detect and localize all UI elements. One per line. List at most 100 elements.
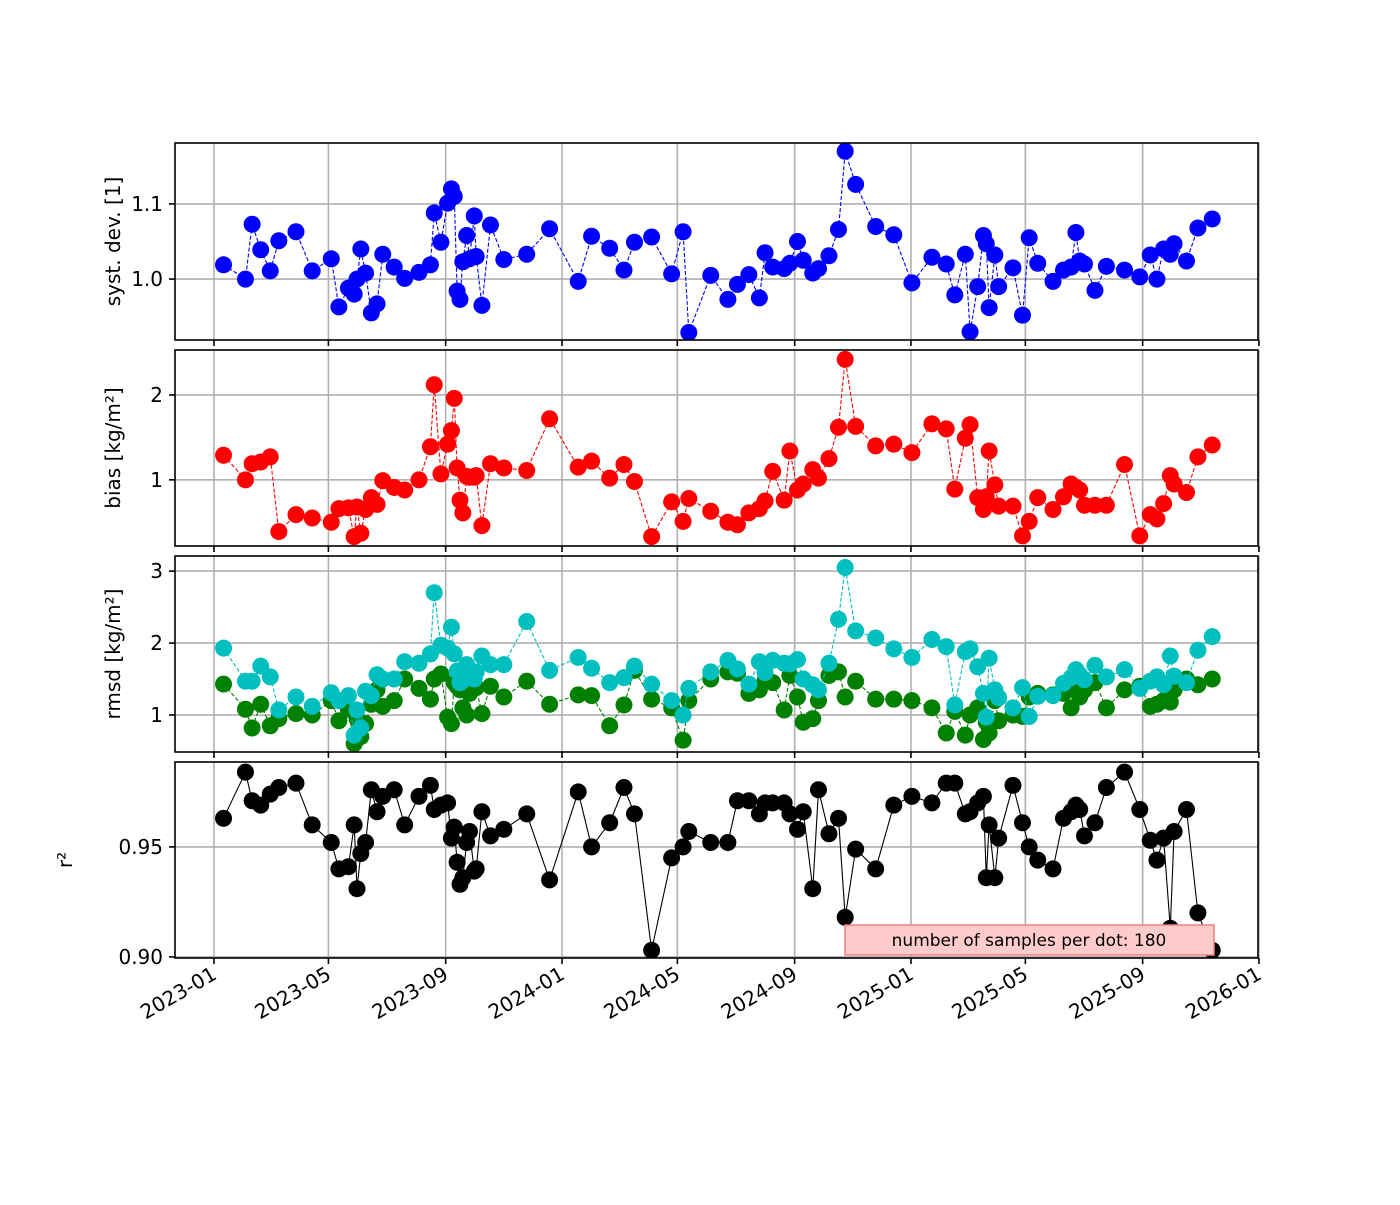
y-tick-label: 0.90 — [118, 945, 163, 969]
data-point — [809, 469, 827, 487]
data-point — [903, 274, 921, 292]
data-point — [775, 701, 793, 719]
data-point — [287, 223, 305, 241]
data-point — [287, 688, 305, 706]
data-point — [569, 648, 587, 666]
data-point — [374, 245, 392, 263]
data-point — [1155, 495, 1173, 513]
data-point — [287, 705, 305, 723]
x-tick-label: 2023-05 — [251, 962, 335, 1025]
data-point — [1131, 527, 1149, 545]
data-point — [788, 651, 806, 669]
y-axis-label: bias [kg/m²] — [101, 387, 125, 508]
data-point — [236, 270, 254, 288]
data-point — [781, 442, 799, 460]
data-point — [541, 220, 559, 238]
data-point — [252, 695, 270, 713]
data-point — [809, 781, 827, 799]
data-point — [442, 618, 460, 636]
data-point — [990, 829, 1008, 847]
data-point — [836, 350, 854, 368]
data-point — [643, 941, 661, 958]
data-point — [820, 825, 838, 843]
data-point — [352, 719, 370, 737]
x-tick-label: 2026-01 — [1181, 962, 1265, 1025]
data-point — [946, 696, 964, 714]
data-point — [1177, 801, 1195, 819]
data-point — [750, 289, 768, 307]
data-point — [674, 731, 692, 749]
y-tick-label: 1 — [150, 468, 163, 492]
data-point — [425, 584, 443, 602]
data-point — [615, 669, 633, 687]
data-point — [923, 248, 941, 266]
data-point — [215, 809, 233, 827]
data-point — [986, 476, 1004, 494]
data-point — [1097, 699, 1115, 717]
axes-frame — [174, 142, 1259, 341]
data-point — [1177, 252, 1195, 270]
data-point — [243, 719, 261, 737]
data-point — [601, 239, 619, 257]
data-point — [781, 805, 799, 823]
data-point — [980, 442, 998, 460]
data-point — [1116, 681, 1134, 699]
data-point — [1029, 489, 1047, 507]
data-point — [820, 450, 838, 468]
data-point — [740, 266, 758, 284]
data-point — [680, 823, 698, 841]
data-point — [615, 779, 633, 797]
data-point — [625, 657, 643, 675]
data-point — [261, 448, 279, 466]
data-point — [956, 245, 974, 263]
axes-frame — [174, 555, 1259, 753]
data-point — [961, 416, 979, 434]
data-point — [829, 418, 847, 436]
data-point — [432, 233, 450, 251]
data-point — [451, 491, 469, 509]
panel-4: 0.90 0.95 r² number of samples per dot: 180 — [53, 761, 1260, 969]
data-point — [937, 638, 955, 656]
data-point — [980, 649, 998, 667]
data-point — [625, 805, 643, 823]
data-point — [809, 681, 827, 699]
data-point — [1071, 801, 1089, 819]
data-point — [1131, 801, 1149, 819]
data-point — [946, 286, 964, 304]
data-point — [215, 446, 233, 464]
data-point — [421, 690, 439, 708]
data-point — [719, 834, 737, 852]
data-point — [481, 677, 499, 695]
data-point — [425, 376, 443, 394]
data-point — [481, 656, 499, 674]
data-point — [847, 417, 865, 435]
data-point — [451, 290, 469, 308]
data-point — [847, 622, 865, 640]
data-point — [788, 820, 806, 838]
data-point — [1044, 860, 1062, 878]
data-point — [1067, 223, 1085, 241]
data-point — [977, 708, 995, 726]
data-point — [674, 838, 692, 856]
data-point — [663, 692, 681, 710]
data-point — [252, 241, 270, 259]
data-point — [756, 664, 774, 682]
data-point — [794, 251, 812, 269]
data-point — [601, 674, 619, 692]
data-point — [1029, 851, 1047, 869]
data-point — [885, 640, 903, 658]
data-point — [1097, 779, 1115, 797]
data-point — [252, 796, 270, 814]
data-point — [473, 296, 491, 314]
data-point — [980, 724, 998, 742]
data-point — [903, 787, 921, 805]
data-point — [1177, 674, 1195, 692]
data-point — [467, 467, 485, 485]
panel-2: 1 2 bias [kg/m²] — [101, 349, 1260, 552]
data-point — [303, 262, 321, 280]
data-point — [270, 523, 288, 541]
data-point — [495, 820, 513, 838]
data-point — [583, 838, 601, 856]
data-point — [236, 471, 254, 489]
